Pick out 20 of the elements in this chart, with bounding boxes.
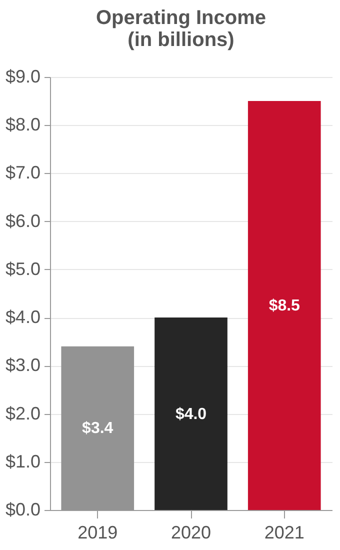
x-tick-label: 2019	[78, 522, 118, 542]
text: (in billions)	[128, 29, 234, 51]
bar	[248, 101, 321, 510]
y-tick-label: $3.0	[5, 355, 40, 376]
y-tick-label: $0.0	[5, 500, 40, 520]
text: Operating Income	[96, 7, 266, 29]
y-tick-label: $1.0	[5, 451, 40, 472]
x-tick-label: 2020	[170, 522, 212, 542]
y-tick-label: $4.0	[5, 307, 40, 328]
y-tick-label: $6.0	[5, 210, 40, 231]
x-tick-label: 2021	[264, 522, 304, 542]
y-tick-label: $2.0	[5, 403, 40, 424]
bar	[154, 318, 228, 510]
y-tick-label: $7.0	[5, 162, 40, 183]
data-label: $4.0	[175, 406, 207, 423]
y-tick-label: $5.0	[5, 258, 40, 279]
y-tick-label: $9.0	[5, 66, 40, 86]
y-tick-label: $8.0	[5, 114, 40, 135]
data-label: $8.5	[268, 298, 300, 315]
data-label: $3.4	[82, 420, 114, 438]
